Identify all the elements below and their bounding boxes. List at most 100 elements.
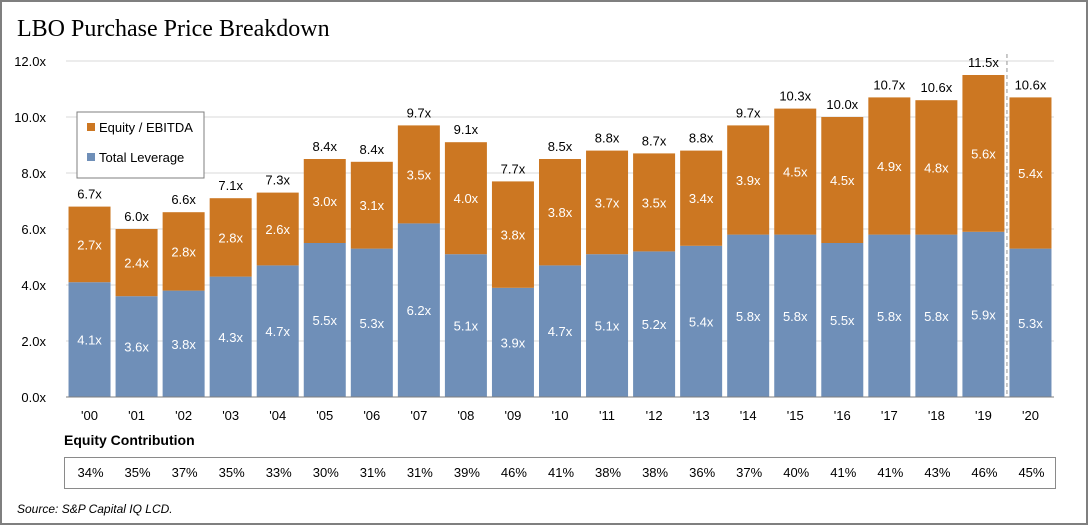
x-tick-label: '02 — [175, 408, 192, 423]
bar-equity-ebitda — [68, 206, 111, 283]
x-tick-label: '11 — [599, 408, 615, 423]
bar-equity-ebitda — [727, 125, 770, 235]
x-tick-label: '16 — [834, 408, 851, 423]
x-tick-label: '06 — [363, 408, 380, 423]
x-tick-label: '19 — [975, 408, 992, 423]
source-note: Source: S&P Capital IQ LCD. — [17, 502, 173, 516]
x-tick-label: '09 — [504, 408, 521, 423]
x-tick-label: '00 — [81, 408, 98, 423]
equity-contribution-value: 43% — [924, 465, 951, 480]
bar-equity-ebitda — [774, 108, 817, 235]
x-tick-label: '20 — [1022, 408, 1039, 423]
data-label-total: 6.7x — [77, 187, 102, 202]
equity-contribution-value: 30% — [312, 465, 339, 480]
data-label-total: 11.5x — [968, 55, 999, 70]
data-label-total: 7.3x — [265, 173, 290, 188]
data-label-equity: 3.4x — [689, 191, 714, 206]
data-label-leverage: 3.6x — [124, 340, 149, 355]
x-tick-label: '13 — [693, 408, 710, 423]
data-label-total: 8.7x — [642, 133, 667, 148]
legend-swatch-leverage — [87, 153, 95, 161]
equity-contribution-value: 46% — [971, 465, 998, 480]
data-label-leverage: 3.9x — [501, 335, 526, 350]
equity-contribution-value: 37% — [171, 465, 198, 480]
equity-contribution-value: 41% — [830, 465, 857, 480]
bar-equity-ebitda — [680, 150, 723, 246]
y-tick-label: 0.0x — [21, 390, 46, 405]
bar-equity-ebitda — [1009, 97, 1052, 249]
data-label-equity: 2.4x — [124, 256, 149, 271]
data-label-total: 8.4x — [360, 142, 385, 157]
bar-total-leverage — [209, 276, 252, 397]
data-label-total: 10.0x — [826, 97, 858, 112]
data-label-total: 9.1x — [454, 122, 479, 137]
data-label-equity: 5.4x — [1018, 166, 1043, 181]
data-label-leverage: 5.8x — [924, 309, 949, 324]
data-label-equity: 3.1x — [360, 198, 385, 213]
bar-total-leverage — [868, 234, 911, 397]
data-label-leverage: 5.1x — [595, 319, 620, 334]
x-tick-label: '18 — [928, 408, 945, 423]
data-label-equity: 2.7x — [77, 237, 102, 252]
data-label-leverage: 4.3x — [218, 330, 243, 345]
x-tick-label: '08 — [457, 408, 474, 423]
data-label-total: 6.6x — [171, 192, 196, 207]
equity-contribution-row: 34% 35% 37% 35% 33% 30% 31% 31% 39% 46% 41% 38% 38% 3… — [64, 457, 1056, 489]
data-label-equity: 3.0x — [312, 194, 337, 209]
y-tick-label: 12.0x — [14, 54, 46, 69]
data-label-equity: 2.8x — [171, 244, 196, 259]
data-label-total: 9.7x — [407, 105, 432, 120]
data-label-leverage: 4.1x — [77, 333, 102, 348]
bar-total-leverage — [680, 245, 723, 397]
x-tick-label: '10 — [552, 408, 569, 423]
data-label-leverage: 4.7x — [548, 324, 573, 339]
x-tick-label: '05 — [316, 408, 333, 423]
bar-equity-ebitda — [868, 97, 911, 235]
bar-equity-ebitda — [586, 150, 629, 255]
chart-title: LBO Purchase Price Breakdown — [17, 16, 330, 42]
bar-total-leverage — [962, 231, 1005, 397]
data-label-equity: 3.8x — [501, 228, 526, 243]
equity-contribution-heading: Equity Contribution — [64, 432, 195, 448]
equity-contribution-value: 31% — [406, 465, 433, 480]
data-label-total: 10.6x — [920, 80, 952, 95]
data-label-total: 8.8x — [689, 131, 714, 146]
data-label-leverage: 5.8x — [877, 309, 902, 324]
x-tick-label: '07 — [410, 408, 427, 423]
bar-equity-ebitda — [397, 125, 440, 224]
x-tick-label: '14 — [740, 408, 757, 423]
x-tick-label: '15 — [787, 408, 804, 423]
bar-total-leverage — [774, 234, 817, 397]
bar-total-leverage — [915, 234, 958, 397]
equity-contribution-value: 35% — [218, 465, 245, 480]
x-tick-label: '17 — [881, 408, 898, 423]
bar-equity-ebitda — [209, 198, 252, 277]
data-label-equity: 4.5x — [783, 165, 808, 180]
data-label-total: 10.7x — [873, 77, 905, 92]
data-label-total: 7.7x — [501, 161, 526, 176]
data-label-equity: 4.5x — [830, 173, 855, 188]
bar-total-leverage — [491, 287, 534, 397]
data-label-total: 10.3x — [779, 89, 811, 104]
legend-label-equity: Equity / EBITDA — [99, 120, 193, 135]
y-tick-label: 8.0x — [21, 166, 46, 181]
data-label-total: 6.0x — [124, 209, 149, 224]
data-label-total: 8.4x — [312, 139, 337, 154]
data-label-leverage: 4.7x — [265, 324, 290, 339]
data-label-total: 7.1x — [218, 178, 243, 193]
y-tick-label: 10.0x — [14, 110, 46, 125]
bar-total-leverage — [256, 265, 299, 397]
bar-total-leverage — [1009, 248, 1052, 397]
bar-equity-ebitda — [162, 212, 205, 291]
data-label-leverage: 5.1x — [454, 319, 479, 334]
bar-total-leverage — [68, 282, 111, 397]
legend-swatch-equity — [87, 123, 95, 131]
equity-contribution-value: 46% — [500, 465, 527, 480]
bar-total-leverage — [539, 265, 581, 397]
data-label-total: 10.6x — [1015, 77, 1047, 92]
data-label-total: 8.8x — [595, 131, 620, 146]
data-label-equity: 3.8x — [548, 205, 573, 220]
x-tick-label: '04 — [269, 408, 286, 423]
bar-equity-ebitda — [303, 159, 346, 243]
